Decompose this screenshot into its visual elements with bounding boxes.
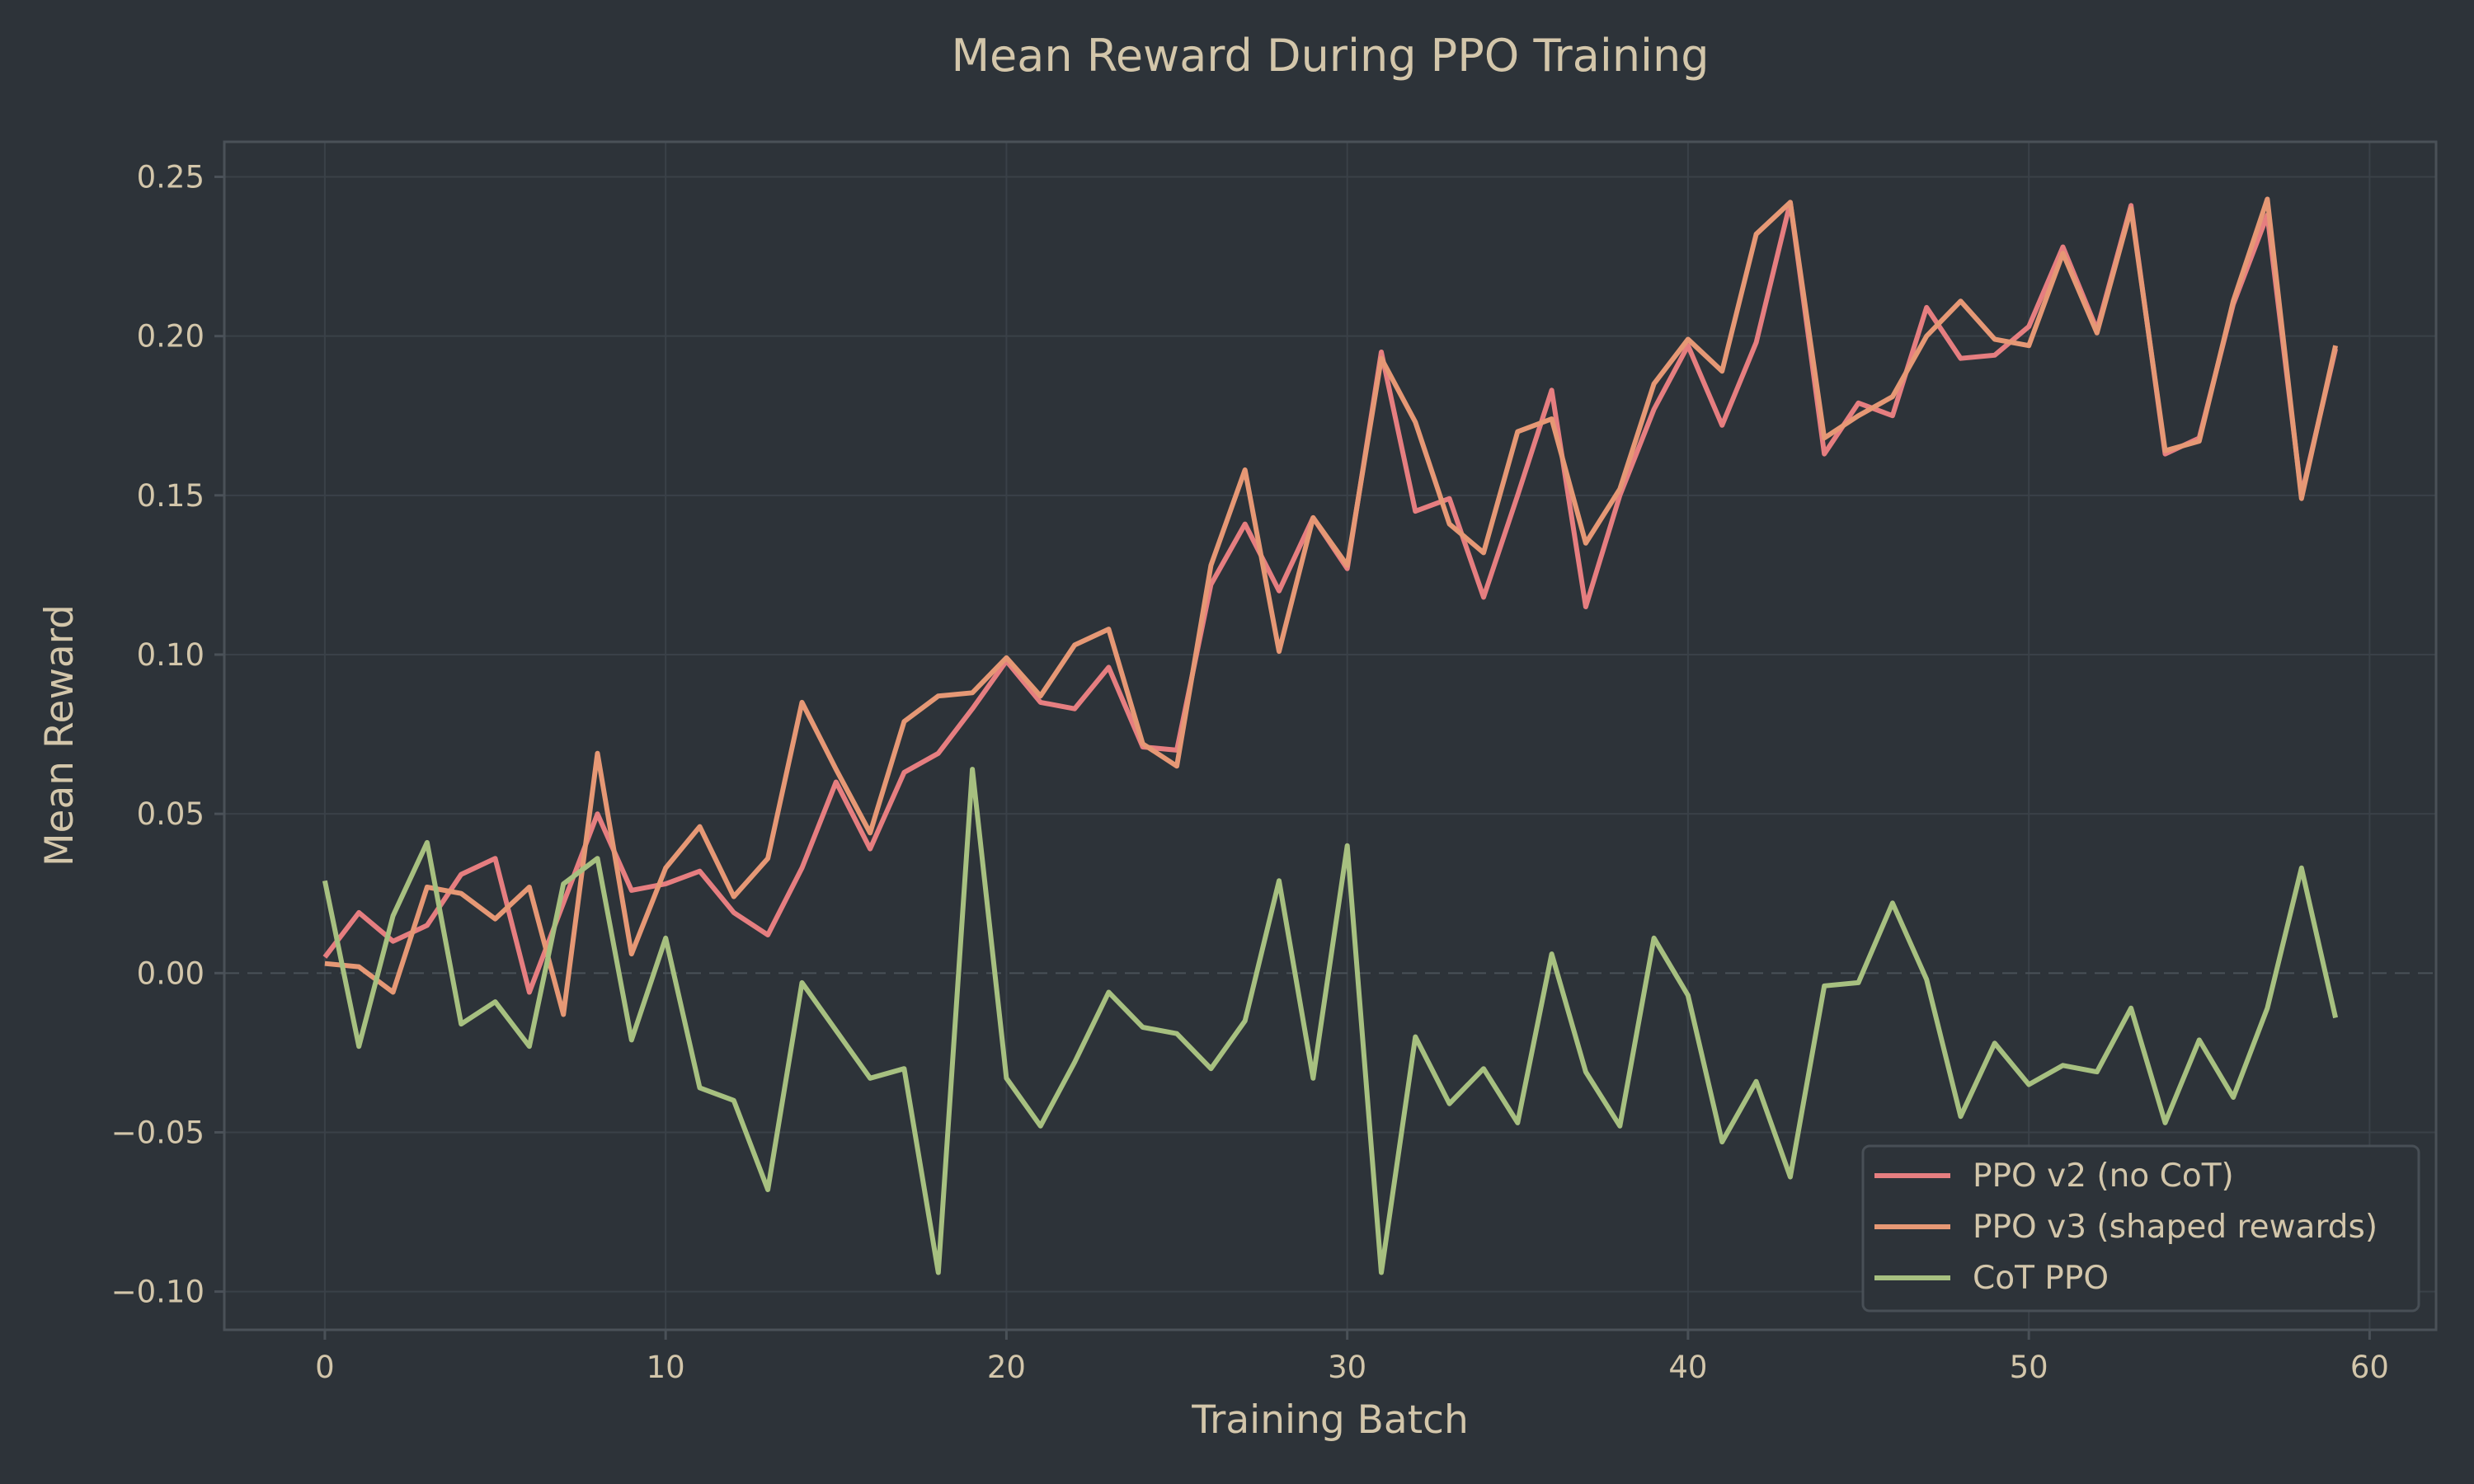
y-axis-label: Mean Reward xyxy=(37,604,82,866)
x-tick-label: 10 xyxy=(647,1350,685,1385)
x-tick-label: 20 xyxy=(987,1350,1026,1385)
y-tick-label: −0.10 xyxy=(111,1275,205,1310)
series-line-ppo-v3-shaped-rewards xyxy=(324,196,2339,1017)
x-tick-label: 0 xyxy=(315,1350,335,1385)
x-axis-label: Training Batch xyxy=(1191,1397,1469,1443)
legend-label: PPO v2 (no CoT) xyxy=(1973,1158,2234,1195)
legend-label: PPO v3 (shaped rewards) xyxy=(1973,1209,2378,1246)
y-tick-label: −0.05 xyxy=(111,1115,205,1150)
legend-label: CoT PPO xyxy=(1973,1260,2109,1297)
x-tick-label: 50 xyxy=(2010,1350,2048,1385)
grid xyxy=(224,142,2436,1330)
x-tick-label: 30 xyxy=(1328,1350,1366,1385)
y-tick-label: 0.10 xyxy=(137,637,205,673)
x-tick-label: 40 xyxy=(1668,1350,1707,1385)
legend: PPO v2 (no CoT) PPO v3 (shaped rewards) Co… xyxy=(1861,1144,2420,1313)
y-tick-label: 0.00 xyxy=(137,956,205,991)
y-tick-label: 0.05 xyxy=(137,796,205,832)
ticks: 0 10 20 30 40 50 60 −0.10 −0.05 0.00 0.05 0.10 0.15 0… xyxy=(111,159,2389,1385)
y-tick-label: 0.15 xyxy=(137,478,205,514)
y-tick-label: 0.20 xyxy=(137,319,205,355)
plot-frame xyxy=(223,140,2438,1331)
y-tick-label: 0.25 xyxy=(137,159,205,195)
series-line-cot-ppo xyxy=(322,767,2339,1275)
legend-box xyxy=(1861,1144,2420,1313)
series-lines xyxy=(322,196,2339,1275)
chart-title: Mean Reward During PPO Training xyxy=(951,30,1709,82)
x-tick-label: 60 xyxy=(2350,1350,2389,1385)
